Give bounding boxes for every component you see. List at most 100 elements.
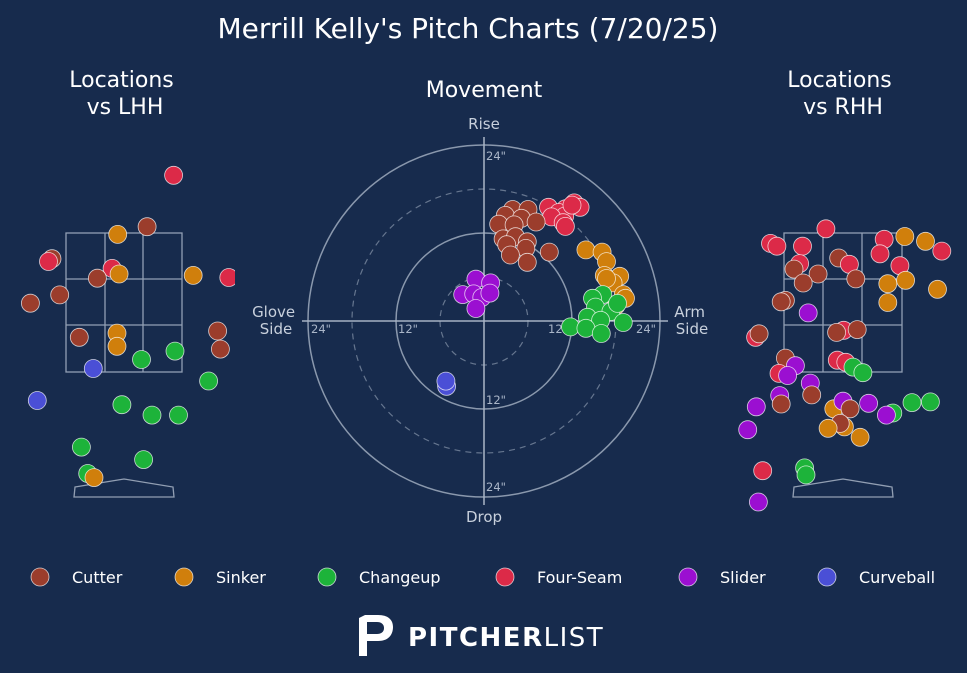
movement-point-cutter xyxy=(500,245,520,265)
lhh-point-four-seam xyxy=(164,165,184,185)
movement-point-four-seam xyxy=(556,216,575,236)
axis-label-drop: Drop xyxy=(466,508,502,526)
rhh-point-cutter xyxy=(847,320,867,340)
lhh-point-sinker xyxy=(183,265,203,285)
lhh-point-sinker xyxy=(107,336,127,356)
rhh-point-sinker xyxy=(896,270,915,290)
lhh-point-four-seam xyxy=(39,252,58,271)
rhh-point-four-seam xyxy=(767,236,787,256)
lhh-point-curveball xyxy=(27,391,47,410)
rhh-point-cutter xyxy=(771,394,791,414)
lhh-title-line1: Locations xyxy=(69,68,174,93)
lhh-home-plate xyxy=(73,478,175,498)
lhh-point-cutter xyxy=(20,293,40,313)
arm-side-line1: Arm xyxy=(674,303,705,321)
lhh-title-line2: vs LHH xyxy=(87,95,164,120)
lhh-point-changeup xyxy=(72,437,91,457)
movement-point-four-seam xyxy=(562,195,582,215)
rhh-point-cutter xyxy=(784,259,804,279)
rhh-point-sinker xyxy=(878,274,898,294)
rhh-point-slider xyxy=(798,303,818,323)
movement-point-cutter xyxy=(539,242,559,262)
legend-label-sinker: Sinker xyxy=(216,568,266,587)
lhh-point-changeup xyxy=(165,341,185,361)
rhh-point-cutter xyxy=(793,273,813,293)
lhh-point-cutter xyxy=(88,268,107,288)
axis-label-arm-side: Arm Side xyxy=(674,303,710,338)
rhh-point-slider xyxy=(877,405,896,425)
rhh-point-cutter xyxy=(749,324,769,344)
lhh-point-changeup xyxy=(112,395,132,415)
legend-marker-four-seam xyxy=(495,567,515,587)
legend-marker-cutter xyxy=(30,567,50,587)
rhh-points xyxy=(738,219,952,542)
rhh-point-cutter xyxy=(827,322,846,342)
legend-label-curveball: Curveball xyxy=(859,568,935,587)
rhh-point-cutter xyxy=(840,399,860,419)
movement-point-changeup xyxy=(591,324,611,343)
rhh-point-slider xyxy=(738,420,758,440)
lhh-point-sinker xyxy=(109,264,129,284)
lhh-point-changeup xyxy=(134,450,154,470)
rhh-home-plate xyxy=(792,478,894,498)
arm-side-line2: Side xyxy=(676,320,708,338)
movement-point-sinker xyxy=(576,240,596,260)
rhh-point-four-seam xyxy=(816,219,836,239)
lhh-point-four-seam xyxy=(219,268,235,287)
legend-label-cutter: Cutter xyxy=(72,568,123,587)
rhh-point-cutter xyxy=(771,292,791,312)
legend: Cutter Sinker Changeup Four-Seam Slider Curve… xyxy=(30,567,935,587)
lhh-point-sinker xyxy=(84,468,104,488)
lhh-point-changeup xyxy=(199,371,219,391)
rhh-point-sinker xyxy=(916,231,935,251)
rhh-title-line1: Locations xyxy=(787,68,892,93)
movement-points xyxy=(436,193,635,396)
movement-panel-title: Movement xyxy=(426,78,543,103)
rhh-point-changeup xyxy=(853,363,873,383)
pitcherlist-p-logo-icon xyxy=(359,615,393,656)
rhh-point-cutter xyxy=(808,264,828,284)
lhh-point-changeup xyxy=(142,405,162,425)
axis-label-glove-side: Glove Side xyxy=(252,303,300,338)
rhh-title-line2: vs RHH xyxy=(803,95,883,120)
lhh-point-cutter xyxy=(208,321,228,341)
lhh-points xyxy=(20,165,235,488)
rhh-point-changeup xyxy=(777,524,795,542)
rhh-point-changeup xyxy=(796,465,816,485)
glove-side-line2: Side xyxy=(260,320,292,338)
legend-label-changeup: Changeup xyxy=(359,568,441,587)
lhh-point-curveball xyxy=(83,359,103,378)
rhh-point-four-seam xyxy=(932,241,952,261)
ring-label-left-24: 24" xyxy=(311,322,331,336)
rhh-point-sinker xyxy=(878,293,898,312)
rhh-point-four-seam xyxy=(793,236,812,256)
legend-marker-slider xyxy=(678,567,698,587)
rhh-point-slider xyxy=(859,393,878,413)
rhh-point-sinker xyxy=(850,427,870,447)
rhh-point-slider xyxy=(746,397,766,417)
movement-point-slider xyxy=(480,283,500,303)
ring-label-bottom-24: 24" xyxy=(486,480,506,494)
brand-wordmark: PITCHERLIST xyxy=(408,623,604,653)
lhh-point-cutter xyxy=(137,217,157,237)
legend-label-four-seam: Four-Seam xyxy=(537,568,622,587)
rhh-point-sinker xyxy=(928,279,947,299)
rhh-point-sinker xyxy=(818,418,838,438)
legend-label-slider: Slider xyxy=(720,568,766,587)
glove-side-line1: Glove xyxy=(252,303,295,321)
lhh-point-sinker xyxy=(108,224,128,244)
movement-point-slider xyxy=(466,299,486,318)
movement-grid xyxy=(302,137,668,505)
brand-bold: PITCHER xyxy=(408,623,544,653)
rhh-point-four-seam xyxy=(753,461,773,481)
rhh-point-slider xyxy=(749,492,768,512)
rhh-point-cutter xyxy=(846,269,866,289)
lhh-panel-title: Locations vs LHH xyxy=(69,68,181,120)
rhh-point-cutter xyxy=(802,385,822,405)
movement-point-sinker xyxy=(597,269,616,288)
ring-label-right-24: 24" xyxy=(636,322,656,336)
rhh-panel-title: Locations vs RHH xyxy=(787,68,899,120)
rhh-point-four-seam xyxy=(870,244,890,264)
lhh-point-cutter xyxy=(50,285,70,305)
